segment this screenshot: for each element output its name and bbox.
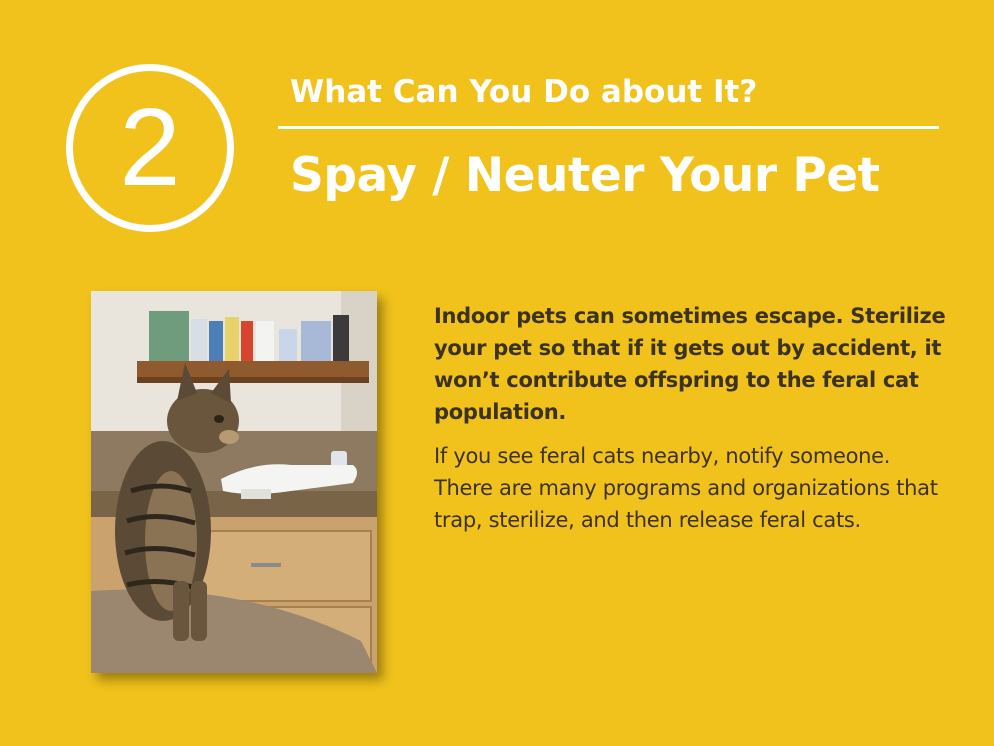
cat-photo (91, 291, 377, 673)
slide-kicker: What Can You Do about It? (290, 74, 758, 110)
slide-body: Indoor pets can sometimes escape. Steril… (434, 300, 954, 536)
step-number: 2 (119, 86, 181, 209)
cat-photo-illustration (91, 291, 377, 673)
secondary-paragraph: If you see feral cats nearby, notify som… (434, 444, 938, 532)
title-divider (278, 126, 939, 129)
step-number-badge: 2 (66, 64, 234, 232)
slide-title: Spay / Neuter Your Pet (290, 148, 880, 203)
lead-paragraph: Indoor pets can sometimes escape. Steril… (434, 304, 946, 424)
